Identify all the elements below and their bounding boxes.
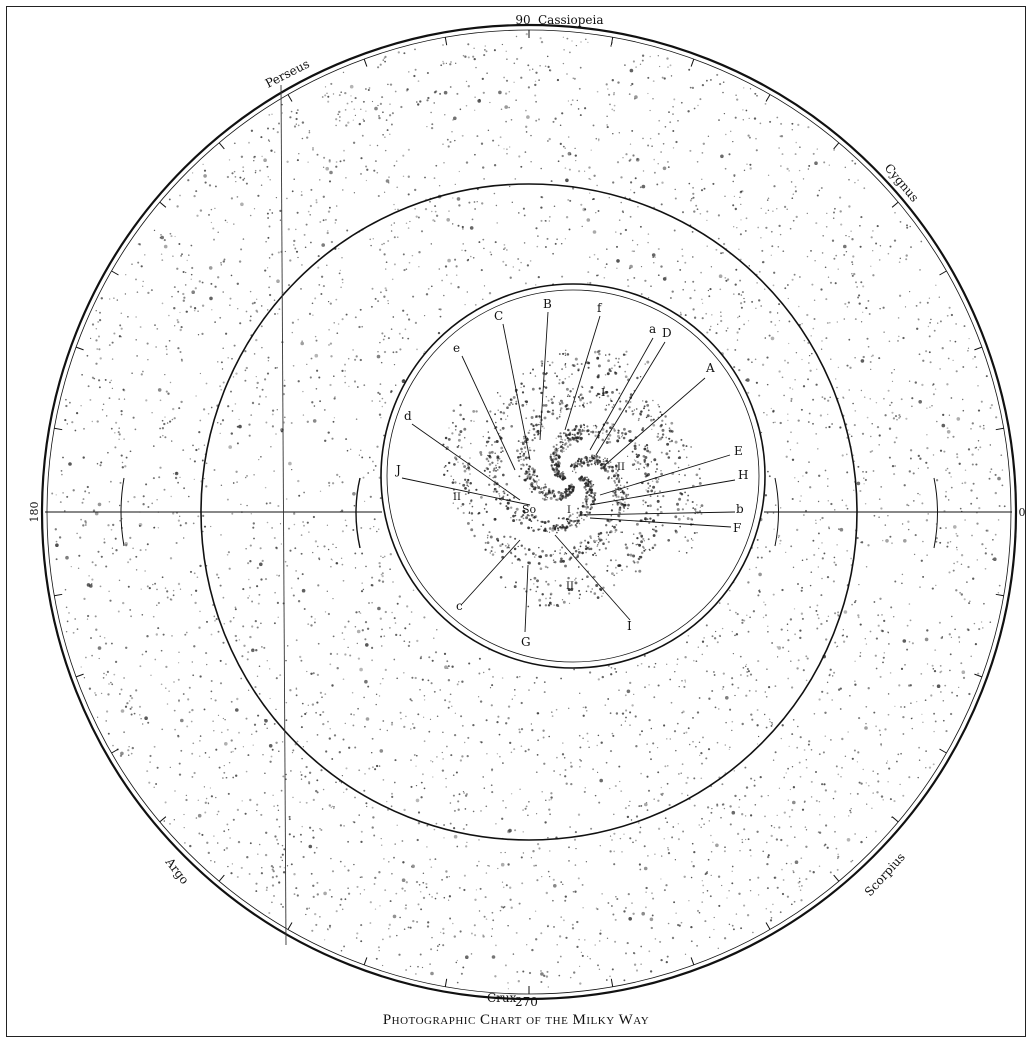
label-crux: Crux — [487, 991, 517, 1005]
spiral-label-II2: II — [453, 492, 461, 503]
label-cassiopeia: Cassiopeia — [538, 13, 604, 27]
spiral-label-II3: II — [566, 581, 574, 592]
spiral-label-C: C — [494, 309, 503, 323]
label-270: 270 — [515, 995, 538, 1009]
axis-arc-4 — [933, 477, 938, 549]
spiral-label-H: H — [738, 468, 748, 482]
spiral-label-b: b — [736, 502, 744, 516]
inner-circle — [380, 283, 766, 669]
label-90: 90 — [515, 13, 530, 27]
spiral-label-d: d — [404, 409, 412, 423]
vertical-guide — [280, 84, 287, 946]
axis-arc-1 — [120, 477, 125, 547]
axis-arc-3 — [774, 477, 779, 547]
label-180: 180 — [28, 502, 41, 523]
spiral-label-A: A — [705, 361, 715, 375]
label-0: 0 — [1019, 506, 1026, 519]
spiral-label-I3: I — [627, 619, 632, 633]
spiral-labels: B f C a D e A I d E II J H II So I b F c… — [394, 297, 748, 649]
spiral-label-a: a — [649, 322, 656, 336]
chart-caption: Photographic Chart of the Milky Way — [382, 1012, 650, 1028]
inner-circle-rule — [386, 289, 760, 663]
spiral-label-c: c — [456, 599, 463, 613]
degree-ticks — [47, 30, 1011, 994]
spiral-label-J: J — [394, 463, 401, 477]
spiral-label-So: So — [522, 503, 537, 516]
axis-arc-2 — [355, 477, 361, 549]
spiral-label-I1: I — [601, 386, 605, 399]
spiral-label-e: e — [453, 341, 460, 355]
spiral-label-II1: II — [617, 462, 625, 473]
spiral-galaxy — [442, 349, 704, 608]
chart-frame — [6, 6, 1026, 1037]
spiral-label-F: F — [733, 521, 741, 535]
spiral-label-I2: I — [567, 505, 571, 516]
spiral-label-E: E — [734, 444, 743, 458]
spiral-label-G: G — [521, 635, 531, 649]
label-scorpius: Scorpius — [862, 850, 908, 899]
leader-lines — [401, 311, 736, 633]
spiral-label-B: B — [543, 297, 552, 311]
spiral-label-D: D — [662, 326, 672, 340]
spiral-label-f: f — [597, 301, 603, 315]
outer-circle — [40, 23, 1018, 1001]
